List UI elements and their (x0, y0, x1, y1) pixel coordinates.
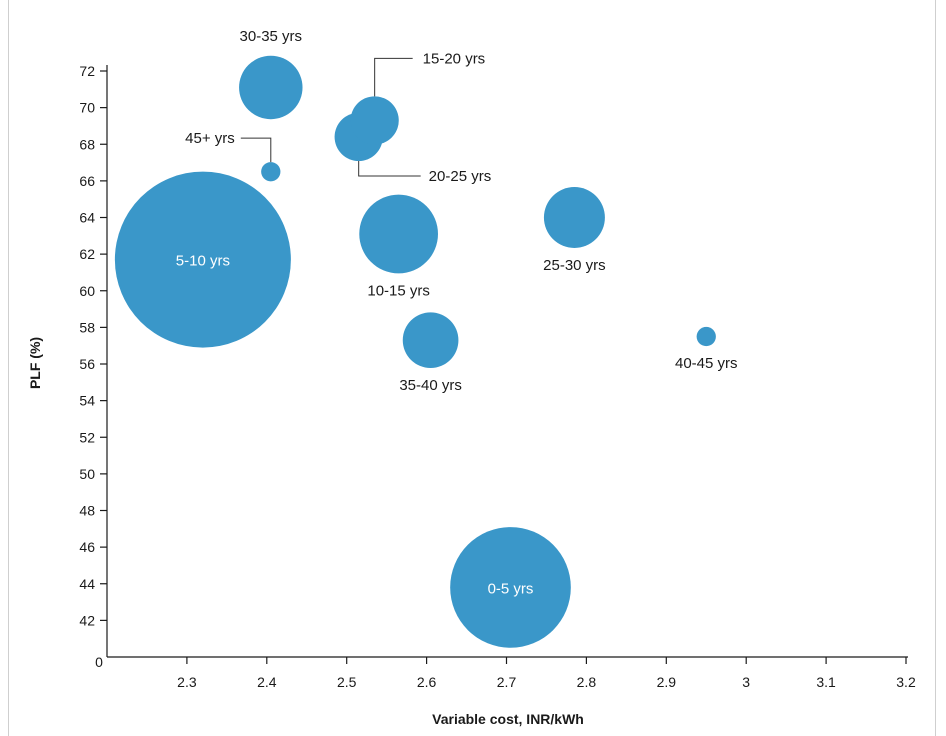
bubble-45-plus-yrs (261, 162, 281, 182)
y-axis-title: PLF (%) (27, 337, 43, 389)
y-tick-label: 44 (79, 576, 95, 592)
bubble-label-0-5-yrs: 0-5 yrs (488, 580, 534, 597)
y-tick-label: 72 (79, 63, 95, 79)
bubble-label-35-40-yrs: 35-40 yrs (399, 377, 462, 394)
x-tick-label: 2.6 (417, 674, 437, 690)
x-tick-label: 2.7 (497, 674, 517, 690)
bubble-label-5-10-yrs: 5-10 yrs (176, 253, 230, 270)
x-tick-label: 2.4 (257, 674, 277, 690)
leader-lines-layer (240, 57, 421, 177)
y-tick-label: 54 (79, 393, 95, 409)
axes-layer: 42 44 46 48 50 52 54 56 58 60 62 64 66 68 70 72 0 2.3 2.4 2… (79, 63, 916, 690)
bubbles-layer (114, 55, 716, 648)
bubble-label-15-20-yrs: 15-20 yrs (423, 50, 486, 67)
y-tick-label: 62 (79, 246, 95, 262)
y-tick-label: 68 (79, 136, 95, 152)
x-tick-label: 2.5 (337, 674, 357, 690)
bubble-30-35-yrs (239, 55, 303, 120)
leader-line-15-20-yrs (374, 57, 413, 97)
y-tick-label: 56 (79, 356, 95, 372)
x-axis-title: Variable cost, INR/kWh (432, 711, 584, 727)
bubble-label-45-plus-yrs: 45+ yrs (185, 130, 235, 147)
bubble-label-25-30-yrs: 25-30 yrs (543, 257, 606, 274)
bubble-15-20-yrs (350, 96, 399, 145)
leader-line-20-25-yrs (358, 161, 421, 177)
bubble-35-40-yrs (402, 312, 459, 369)
origin-label: 0 (95, 654, 103, 670)
y-tick-label: 42 (79, 612, 95, 628)
bubble-10-15-yrs (359, 194, 438, 274)
y-tick-label: 46 (79, 539, 95, 555)
bubble-0-5-yrs (450, 527, 571, 648)
x-tick-label: 2.3 (177, 674, 197, 690)
chart-frame (8, 0, 936, 736)
bubble-label-30-35-yrs: 30-35 yrs (240, 28, 303, 45)
bubble-5-10-yrs (114, 171, 291, 348)
y-tick-label: 48 (79, 503, 95, 519)
bubble-label-40-45-yrs: 40-45 yrs (675, 355, 738, 372)
bubble-label-20-25-yrs: 20-25 yrs (429, 168, 492, 185)
bubble-40-45-yrs (696, 326, 716, 347)
bubble-25-30-yrs (543, 187, 605, 248)
y-tick-label: 60 (79, 283, 95, 299)
leader-line-45-plus-yrs (240, 137, 272, 163)
bubble-labels-layer: 5-10 yrs 0-5 yrs 10-15 yrs 30-35 yrs 25-30 y… (176, 28, 738, 598)
x-tick-label: 2.9 (657, 674, 677, 690)
y-tick-label: 66 (79, 173, 95, 189)
bubble-label-10-15-yrs: 10-15 yrs (367, 282, 430, 299)
x-tick-label: 3.1 (816, 674, 836, 690)
y-tick-label: 52 (79, 429, 95, 445)
x-tick-label: 2.8 (577, 674, 597, 690)
y-tick-label: 58 (79, 319, 95, 335)
y-tick-label: 70 (79, 100, 95, 116)
y-tick-label: 50 (79, 466, 95, 482)
y-tick-label: 64 (79, 210, 95, 226)
x-tick-label: 3 (742, 674, 750, 690)
x-tick-label: 3.2 (896, 674, 916, 690)
